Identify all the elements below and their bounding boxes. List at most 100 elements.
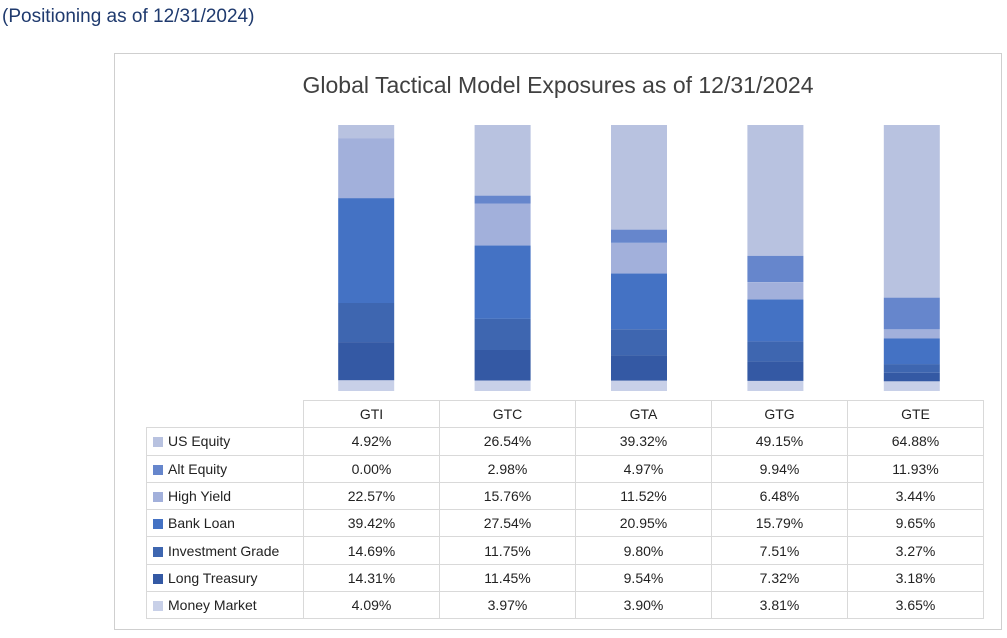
legend-swatch	[153, 573, 163, 584]
data-label: 11.52%	[575, 481, 712, 511]
table-row: Money Market 4.09% 3.97% 3.90% 3.81% 3.65%	[146, 591, 984, 620]
bar-gtg-money-market	[747, 380, 804, 391]
data-label: 9.54%	[575, 563, 712, 593]
data-label: 2.98%	[439, 454, 576, 483]
stacked-bar-plot	[338, 125, 940, 391]
data-label: 4.09%	[303, 591, 440, 620]
table-corner	[146, 400, 304, 429]
bar-gte-bank-loan	[883, 338, 940, 365]
legend-entry: Alt Equity	[146, 454, 304, 483]
bar-gta-bank-loan	[611, 273, 667, 330]
bar-gte-us-equity	[883, 125, 940, 298]
data-label: 4.97%	[575, 454, 712, 483]
table-row: Alt Equity 0.00% 2.98% 4.97% 9.94% 11.93%	[146, 454, 984, 483]
series-name: Money Market	[168, 597, 257, 614]
data-label: 3.90%	[575, 591, 712, 620]
category-label-gtc: GTC	[439, 399, 576, 429]
data-label: 3.27%	[847, 536, 984, 565]
category-label-gtg: GTG	[711, 399, 848, 429]
legend-entry: Long Treasury	[146, 563, 304, 593]
bar-gtc-long-treasury	[474, 350, 531, 381]
data-label: 7.51%	[711, 536, 848, 565]
data-label: 3.18%	[847, 563, 984, 593]
table-row: US Equity 4.92% 26.54% 39.32% 49.15% 64.88%	[146, 427, 984, 456]
series-name: Investment Grade	[168, 542, 280, 559]
series-name: High Yield	[168, 488, 232, 505]
data-label: 26.54%	[439, 427, 576, 456]
bar-gte-investment-grade	[883, 364, 940, 373]
data-label: 3.44%	[847, 481, 984, 511]
category-label-gta: GTA	[575, 399, 712, 429]
table-row: Long Treasury 14.31% 11.45% 9.54% 7.32% 3.18%	[146, 563, 984, 593]
data-label: 3.65%	[847, 591, 984, 620]
data-label: 9.65%	[847, 509, 984, 538]
bar-gti-long-treasury	[338, 342, 395, 381]
bar-gta-us-equity	[611, 125, 667, 230]
data-label: 64.88%	[847, 427, 984, 456]
data-label: 11.75%	[439, 536, 576, 565]
legend-swatch	[153, 546, 163, 557]
legend-entry: Bank Loan	[146, 509, 304, 538]
chart-title: Global Tactical Model Exposures as of 12…	[302, 72, 814, 98]
legend-entry: US Equity	[146, 427, 304, 456]
bar-gtc-us-equity	[474, 125, 531, 196]
data-label: 49.15%	[711, 427, 848, 456]
data-label: 22.57%	[303, 481, 440, 511]
table-row: Investment Grade 14.69% 11.75% 9.80% 7.51% 3.…	[146, 536, 984, 565]
data-label: 3.97%	[439, 591, 576, 620]
legend-swatch	[153, 601, 163, 612]
legend-swatch	[153, 519, 163, 530]
data-label: 9.94%	[711, 454, 848, 483]
bar-gte-alt-equity	[883, 297, 940, 330]
category-label-gte: GTE	[847, 399, 984, 429]
bar-gtg-us-equity	[747, 125, 804, 256]
bar-gtg-bank-loan	[747, 299, 804, 342]
bar-gti-investment-grade	[338, 303, 395, 343]
series-name: US Equity	[168, 433, 231, 450]
data-label: 14.31%	[303, 563, 440, 593]
data-label: 9.80%	[575, 536, 712, 565]
table-body: US Equity 4.92% 26.54% 39.32% 49.15% 64.88% Al…	[146, 427, 984, 620]
data-label: 20.95%	[575, 509, 712, 538]
bar-gti-us-equity	[338, 125, 395, 139]
bar-gte-high-yield	[883, 329, 940, 339]
legend-swatch	[153, 464, 163, 475]
bar-gte-long-treasury	[883, 372, 940, 382]
category-label-gti: GTI	[303, 399, 440, 429]
bar-gtc-money-market	[474, 380, 531, 391]
data-label: 4.92%	[303, 427, 440, 456]
legend-swatch	[153, 437, 163, 448]
bar-gti-money-market	[338, 380, 395, 391]
bar-gti-bank-loan	[338, 198, 395, 303]
positioning-note: (Positioning as of 12/31/2024)	[2, 6, 255, 27]
chart-panel: Global Tactical Model Exposures as of 12…	[114, 53, 1002, 630]
legend-entry: Investment Grade	[146, 536, 304, 565]
bar-gtg-investment-grade	[747, 341, 804, 362]
bar-gtg-long-treasury	[747, 361, 804, 381]
bar-gta-money-market	[611, 380, 667, 391]
legend-swatch	[153, 492, 163, 503]
data-label: 39.42%	[303, 509, 440, 538]
data-label: 11.93%	[847, 454, 984, 483]
bar-gta-alt-equity	[611, 229, 667, 243]
bar-gtg-alt-equity	[747, 255, 804, 283]
bar-gta-long-treasury	[611, 355, 667, 381]
data-label: 27.54%	[439, 509, 576, 538]
data-label: 15.79%	[711, 509, 848, 538]
data-label: 3.81%	[711, 591, 848, 620]
legend-entry: Money Market	[146, 591, 304, 620]
legend-entry: High Yield	[146, 481, 304, 511]
series-name: Bank Loan	[168, 515, 235, 532]
table-row: Bank Loan 39.42% 27.54% 20.95% 15.79% 9.65%	[146, 509, 984, 538]
bar-gti-high-yield	[338, 138, 395, 199]
table-header-row: GTI GTC GTA GTG GTE	[146, 399, 984, 429]
bar-gtc-high-yield	[474, 203, 531, 246]
table-row: High Yield 22.57% 15.76% 11.52% 6.48% 3.44%	[146, 481, 984, 511]
bar-gta-high-yield	[611, 242, 667, 274]
bar-gtc-investment-grade	[474, 318, 531, 350]
bar-gtc-bank-loan	[474, 245, 531, 319]
series-name: Alt Equity	[168, 460, 228, 477]
data-label: 7.32%	[711, 563, 848, 593]
data-label: 39.32%	[575, 427, 712, 456]
bar-gta-investment-grade	[611, 329, 667, 356]
